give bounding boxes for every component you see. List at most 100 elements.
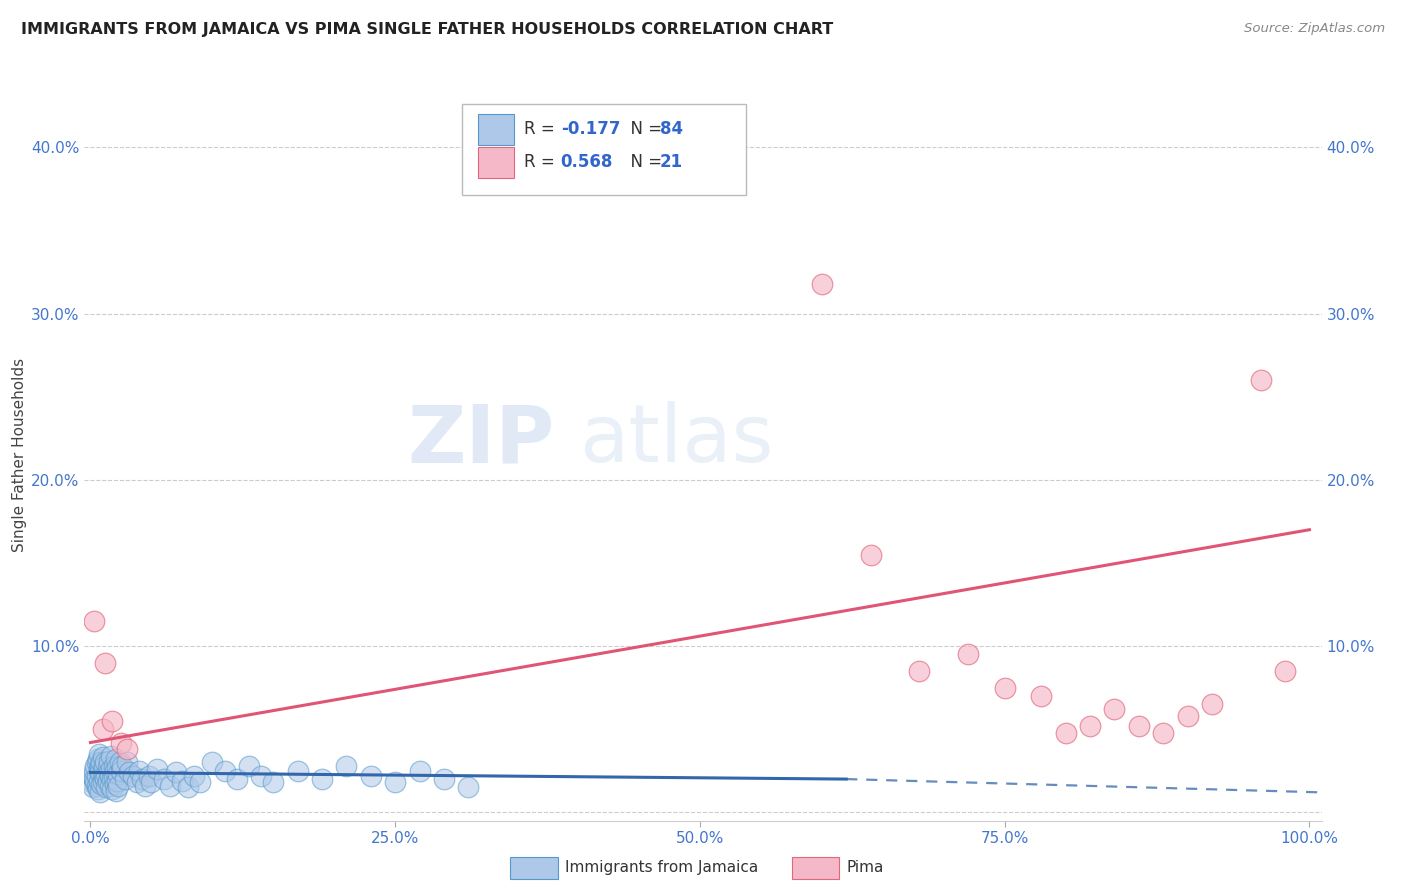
Point xyxy=(152,772,174,786)
Point xyxy=(104,777,127,791)
Point xyxy=(115,742,138,756)
Point xyxy=(84,758,107,772)
Point xyxy=(94,772,117,786)
Point xyxy=(225,772,247,786)
Point xyxy=(103,771,125,785)
Point xyxy=(859,548,882,562)
Point xyxy=(908,664,931,678)
Text: atlas: atlas xyxy=(579,401,773,479)
Point xyxy=(262,775,284,789)
FancyBboxPatch shape xyxy=(478,114,513,145)
Point xyxy=(105,752,128,766)
Point xyxy=(93,769,115,783)
Point xyxy=(86,769,108,783)
Point xyxy=(183,769,205,783)
Point xyxy=(89,758,111,772)
Point xyxy=(91,723,114,737)
Point xyxy=(110,735,132,749)
Point xyxy=(287,764,309,778)
Point xyxy=(188,775,211,789)
Point xyxy=(107,779,129,793)
Point xyxy=(83,614,105,628)
Point xyxy=(177,780,200,795)
Point xyxy=(87,782,110,797)
Point xyxy=(91,775,114,789)
Point xyxy=(96,760,118,774)
Point xyxy=(311,772,333,786)
Point xyxy=(384,775,406,789)
Point xyxy=(86,756,108,770)
Point xyxy=(98,779,121,793)
Point xyxy=(86,779,108,793)
Point xyxy=(105,773,128,788)
Point xyxy=(1250,373,1272,387)
Point xyxy=(114,772,136,786)
Point xyxy=(811,277,834,291)
Point xyxy=(1177,709,1199,723)
Point xyxy=(433,772,456,786)
Point xyxy=(84,775,107,789)
Point xyxy=(115,756,138,770)
Point xyxy=(104,764,127,778)
Text: R =: R = xyxy=(523,153,560,171)
Point xyxy=(146,762,169,776)
Point xyxy=(335,758,357,772)
Point xyxy=(90,756,112,770)
Point xyxy=(957,648,980,662)
Point xyxy=(101,782,124,797)
FancyBboxPatch shape xyxy=(478,147,513,178)
Point xyxy=(170,773,193,788)
Point xyxy=(131,772,153,786)
FancyBboxPatch shape xyxy=(461,103,747,195)
Point xyxy=(201,756,224,770)
Point xyxy=(408,764,430,778)
Point xyxy=(91,750,114,764)
Point xyxy=(89,785,111,799)
Point xyxy=(90,777,112,791)
Point xyxy=(250,769,273,783)
Text: Immigrants from Jamaica: Immigrants from Jamaica xyxy=(565,861,758,875)
Point xyxy=(1201,698,1223,712)
Point xyxy=(118,765,141,780)
Point xyxy=(98,769,121,783)
Text: R =: R = xyxy=(523,120,560,138)
Point xyxy=(138,769,160,783)
Point xyxy=(87,773,110,788)
Text: N =: N = xyxy=(620,153,668,171)
Text: Pima: Pima xyxy=(846,861,884,875)
Point xyxy=(111,758,134,772)
Y-axis label: Single Father Households: Single Father Households xyxy=(13,358,27,552)
Text: Source: ZipAtlas.com: Source: ZipAtlas.com xyxy=(1244,22,1385,36)
Point xyxy=(89,765,111,780)
Point xyxy=(100,762,122,776)
Point xyxy=(1031,689,1053,703)
Point xyxy=(96,767,118,781)
Point xyxy=(103,758,125,772)
Text: 84: 84 xyxy=(659,120,683,138)
Point xyxy=(238,758,260,772)
Point xyxy=(83,764,105,778)
Point xyxy=(80,775,103,789)
Point xyxy=(1274,664,1296,678)
Point xyxy=(141,775,163,789)
Point xyxy=(96,773,118,788)
Point xyxy=(100,748,122,763)
Point xyxy=(110,764,132,778)
Point xyxy=(108,756,131,770)
Point xyxy=(994,681,1017,695)
Point xyxy=(125,775,148,789)
Point xyxy=(93,758,115,772)
Point xyxy=(122,769,145,783)
Point xyxy=(105,760,128,774)
Point xyxy=(107,767,129,781)
Point xyxy=(91,764,114,778)
Point xyxy=(1078,719,1101,733)
Text: IMMIGRANTS FROM JAMAICA VS PIMA SINGLE FATHER HOUSEHOLDS CORRELATION CHART: IMMIGRANTS FROM JAMAICA VS PIMA SINGLE F… xyxy=(21,22,834,37)
Text: -0.177: -0.177 xyxy=(561,120,620,138)
Point xyxy=(159,779,181,793)
Point xyxy=(82,769,104,783)
Point xyxy=(97,765,120,780)
Point xyxy=(457,780,479,795)
Point xyxy=(94,656,117,670)
Point xyxy=(360,769,382,783)
